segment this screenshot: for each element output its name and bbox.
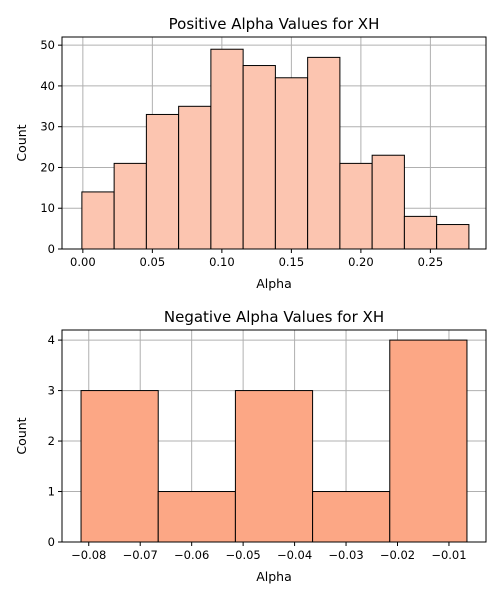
x-tick-label: −0.04 bbox=[277, 548, 312, 562]
y-tick-label: 0 bbox=[48, 242, 55, 256]
x-tick-label: −0.07 bbox=[123, 548, 158, 562]
x-tick-label: 0.10 bbox=[209, 255, 235, 269]
histogram-bar bbox=[371, 154, 405, 250]
y-tick-label: 0 bbox=[48, 535, 55, 549]
y-tick-label: 3 bbox=[48, 384, 55, 398]
x-tick-label: −0.06 bbox=[174, 548, 209, 562]
y-tick-label: 10 bbox=[40, 201, 55, 215]
negative-alpha-histogram: −0.08 −0.07 −0.06 −0.05 −0.04 −0.03 −0.02 −0.01… bbox=[14, 308, 487, 584]
axis-ticks: −0.08 −0.07 −0.06 −0.05 −0.04 −0.03 −0.02 −0.01… bbox=[48, 333, 467, 562]
histogram-bar bbox=[312, 491, 391, 543]
histogram-bar bbox=[113, 162, 147, 250]
histogram-bars bbox=[80, 339, 468, 543]
histogram-bar bbox=[234, 390, 314, 543]
plot-frame bbox=[61, 329, 487, 543]
y-axis-label: Count bbox=[14, 124, 29, 161]
axis-ticks: 0.00 0.05 0.10 0.15 0.20 0.25 0 10 20 30 40 50 bbox=[40, 38, 443, 269]
y-tick-label: 1 bbox=[48, 485, 55, 499]
y-tick-label: 30 bbox=[40, 120, 55, 134]
histogram-bar bbox=[403, 215, 438, 250]
x-tick-label: −0.08 bbox=[71, 548, 106, 562]
histogram-bar bbox=[145, 113, 180, 250]
y-tick-label: 50 bbox=[40, 38, 55, 52]
histogram-bar bbox=[242, 65, 276, 250]
histogram-bar bbox=[436, 224, 470, 250]
positive-alpha-histogram: 0.00 0.05 0.10 0.15 0.20 0.25 0 10 20 30 40 50 Posi… bbox=[14, 15, 487, 291]
x-tick-label: 0.00 bbox=[70, 255, 96, 269]
x-tick-label: 0.20 bbox=[348, 255, 374, 269]
y-tick-label: 2 bbox=[48, 434, 55, 448]
y-axis-label: Count bbox=[14, 417, 29, 454]
y-tick-label: 40 bbox=[40, 79, 55, 93]
histogram-bar bbox=[178, 105, 212, 250]
chart-title: Negative Alpha Values for XH bbox=[164, 308, 384, 326]
x-axis-label: Alpha bbox=[256, 276, 292, 291]
x-tick-label: 0.05 bbox=[140, 255, 166, 269]
x-tick-label: 0.25 bbox=[418, 255, 444, 269]
histogram-bar bbox=[389, 339, 468, 543]
histogram-bar bbox=[274, 77, 309, 250]
histogram-bar bbox=[339, 162, 373, 250]
histogram-bar bbox=[210, 48, 244, 250]
x-tick-label: −0.03 bbox=[328, 548, 363, 562]
histogram-bar bbox=[81, 191, 115, 250]
y-tick-label: 4 bbox=[48, 333, 55, 347]
x-tick-label: −0.01 bbox=[431, 548, 466, 562]
histogram-bar bbox=[307, 56, 341, 250]
histogram-bar bbox=[157, 491, 236, 543]
x-tick-label: −0.05 bbox=[226, 548, 261, 562]
x-tick-label: 0.15 bbox=[279, 255, 305, 269]
chart-title: Positive Alpha Values for XH bbox=[169, 15, 380, 33]
histogram-bars bbox=[81, 48, 470, 250]
y-tick-label: 20 bbox=[40, 160, 55, 174]
histogram-bar bbox=[80, 390, 159, 543]
plot-frame bbox=[61, 36, 487, 250]
x-tick-label: −0.02 bbox=[380, 548, 415, 562]
x-axis-label: Alpha bbox=[256, 569, 292, 584]
